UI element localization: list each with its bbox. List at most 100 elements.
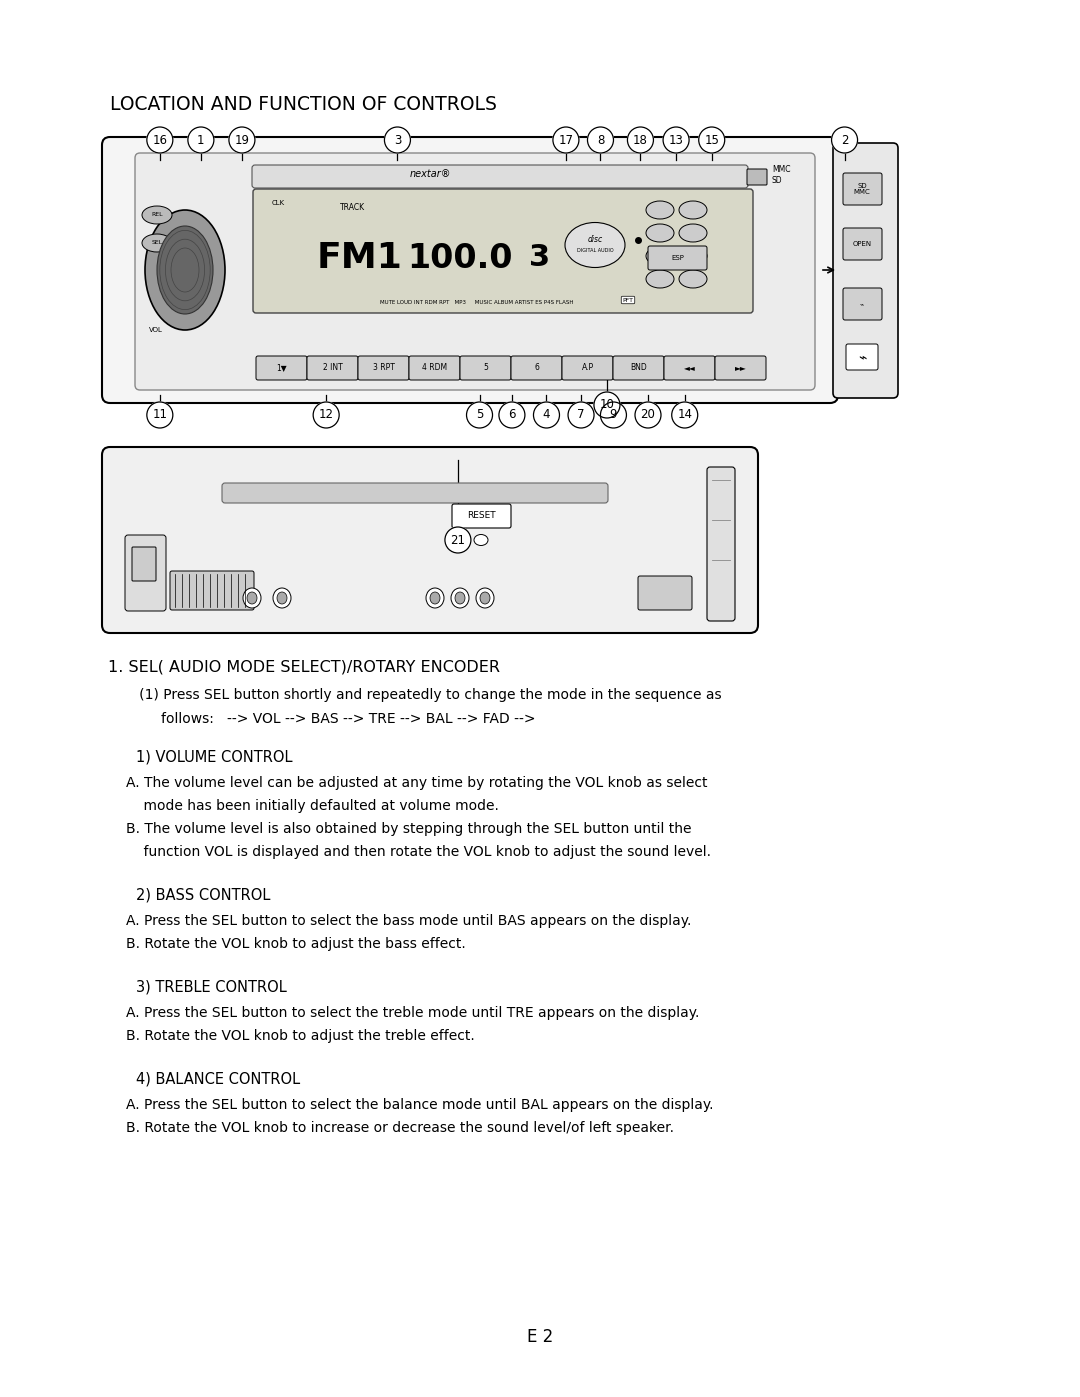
Text: B. Rotate the VOL knob to adjust the treble effect.: B. Rotate the VOL knob to adjust the tre…: [126, 1030, 475, 1044]
FancyBboxPatch shape: [562, 356, 613, 380]
Text: 1) VOLUME CONTROL: 1) VOLUME CONTROL: [136, 750, 293, 766]
Text: FM1: FM1: [318, 242, 403, 275]
Text: 15: 15: [704, 134, 719, 147]
FancyBboxPatch shape: [102, 447, 758, 633]
Circle shape: [188, 127, 214, 154]
Text: A. Press the SEL button to select the bass mode until BAS appears on the display: A. Press the SEL button to select the ba…: [126, 914, 691, 928]
Ellipse shape: [679, 201, 707, 219]
Text: TRACK: TRACK: [340, 203, 365, 212]
FancyBboxPatch shape: [843, 173, 882, 205]
Ellipse shape: [474, 535, 488, 545]
FancyBboxPatch shape: [102, 137, 838, 402]
Text: MMC
SD: MMC SD: [772, 165, 791, 184]
Text: 3) TREBLE CONTROL: 3) TREBLE CONTROL: [136, 981, 287, 995]
Text: 14: 14: [677, 408, 692, 422]
Text: 100.0: 100.0: [407, 242, 513, 274]
Text: 1▼: 1▼: [276, 363, 287, 373]
FancyBboxPatch shape: [132, 548, 156, 581]
Ellipse shape: [276, 592, 287, 604]
FancyBboxPatch shape: [252, 165, 748, 189]
Text: 6: 6: [509, 408, 515, 422]
Text: 2 INT: 2 INT: [323, 363, 342, 373]
Text: 1: 1: [198, 134, 204, 147]
Text: 21: 21: [450, 534, 465, 546]
Ellipse shape: [646, 270, 674, 288]
FancyBboxPatch shape: [409, 356, 460, 380]
Text: B. The volume level is also obtained by stepping through the SEL button until th: B. The volume level is also obtained by …: [126, 821, 691, 835]
Circle shape: [672, 402, 698, 427]
Ellipse shape: [243, 588, 261, 608]
Text: DIGITAL AUDIO: DIGITAL AUDIO: [577, 249, 613, 253]
Text: 19: 19: [234, 134, 249, 147]
FancyBboxPatch shape: [833, 142, 897, 398]
Ellipse shape: [646, 201, 674, 219]
Circle shape: [313, 402, 339, 427]
Text: 2: 2: [841, 134, 848, 147]
Text: 3: 3: [529, 243, 551, 272]
FancyBboxPatch shape: [638, 576, 692, 610]
FancyBboxPatch shape: [170, 571, 254, 610]
Ellipse shape: [426, 588, 444, 608]
Text: A. Press the SEL button to select the treble mode until TRE appears on the displ: A. Press the SEL button to select the tr…: [126, 1006, 700, 1020]
Text: 20: 20: [640, 408, 656, 422]
Circle shape: [553, 127, 579, 154]
Text: 3: 3: [394, 134, 401, 147]
Circle shape: [594, 393, 620, 418]
Text: LOCATION AND FUNCTION OF CONTROLS: LOCATION AND FUNCTION OF CONTROLS: [110, 95, 497, 115]
Text: ESP: ESP: [672, 256, 685, 261]
Text: follows:   --> VOL --> BAS --> TRE --> BAL --> FAD -->: follows: --> VOL --> BAS --> TRE --> BAL…: [126, 712, 536, 726]
Ellipse shape: [157, 226, 213, 314]
FancyBboxPatch shape: [222, 483, 608, 503]
Ellipse shape: [430, 592, 440, 604]
FancyBboxPatch shape: [125, 535, 166, 610]
Circle shape: [663, 127, 689, 154]
FancyBboxPatch shape: [511, 356, 562, 380]
Text: 7: 7: [578, 408, 584, 422]
Ellipse shape: [455, 592, 465, 604]
Text: 16: 16: [152, 134, 167, 147]
FancyBboxPatch shape: [843, 228, 882, 260]
Text: 17: 17: [558, 134, 573, 147]
FancyBboxPatch shape: [715, 356, 766, 380]
FancyBboxPatch shape: [307, 356, 357, 380]
Text: B. Rotate the VOL knob to adjust the bass effect.: B. Rotate the VOL knob to adjust the bas…: [126, 937, 465, 951]
Text: A. Press the SEL button to select the balance mode until BAL appears on the disp: A. Press the SEL button to select the ba…: [126, 1098, 714, 1112]
Text: CLK: CLK: [272, 200, 285, 205]
Text: 3 RPT: 3 RPT: [373, 363, 394, 373]
FancyBboxPatch shape: [747, 169, 767, 184]
Text: ⌁: ⌁: [860, 300, 864, 307]
Text: 2) BASS CONTROL: 2) BASS CONTROL: [136, 888, 270, 902]
Text: 18: 18: [633, 134, 648, 147]
Circle shape: [588, 127, 613, 154]
Text: 8: 8: [597, 134, 604, 147]
Text: 11: 11: [152, 408, 167, 422]
Text: ⌁: ⌁: [858, 351, 866, 365]
Ellipse shape: [679, 247, 707, 265]
Text: E 2: E 2: [527, 1329, 553, 1345]
Text: OPEN: OPEN: [852, 242, 872, 247]
Ellipse shape: [646, 247, 674, 265]
Circle shape: [600, 402, 626, 427]
FancyBboxPatch shape: [846, 344, 878, 370]
Ellipse shape: [145, 210, 225, 330]
Ellipse shape: [565, 222, 625, 267]
Ellipse shape: [646, 224, 674, 242]
Ellipse shape: [480, 592, 490, 604]
Circle shape: [635, 402, 661, 427]
Circle shape: [699, 127, 725, 154]
Circle shape: [627, 127, 653, 154]
FancyBboxPatch shape: [357, 356, 409, 380]
Text: ►►: ►►: [734, 363, 746, 373]
Text: REL: REL: [151, 212, 163, 218]
Circle shape: [499, 402, 525, 427]
Text: 10: 10: [599, 398, 615, 412]
Text: 6: 6: [535, 363, 539, 373]
Ellipse shape: [141, 205, 172, 224]
Text: SD
MMC: SD MMC: [853, 183, 870, 196]
Text: PFT: PFT: [622, 298, 634, 303]
Circle shape: [534, 402, 559, 427]
Text: ◄◄: ◄◄: [684, 363, 696, 373]
Ellipse shape: [273, 588, 291, 608]
Text: 4 RDM: 4 RDM: [422, 363, 447, 373]
Text: 12: 12: [319, 408, 334, 422]
